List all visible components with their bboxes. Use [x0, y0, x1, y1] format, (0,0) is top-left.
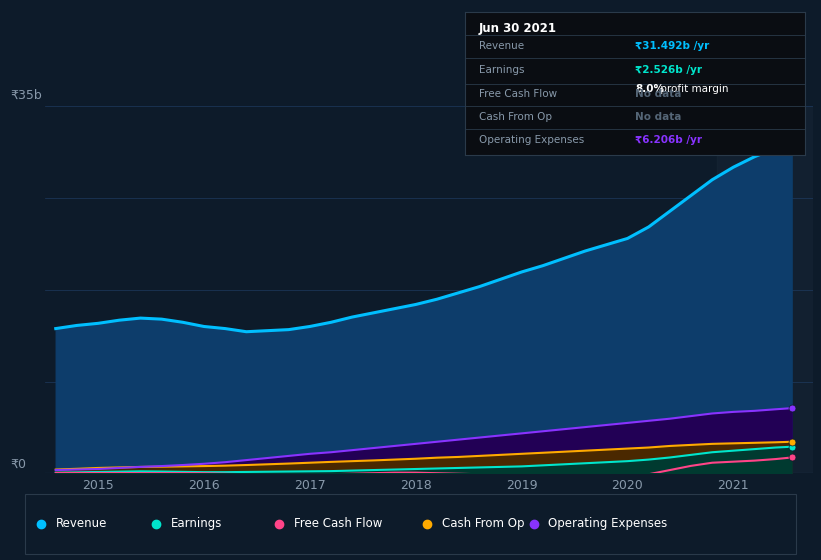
Text: No data: No data	[635, 89, 681, 99]
Text: ₹2.526b /yr: ₹2.526b /yr	[635, 65, 702, 75]
Text: Cash From Op: Cash From Op	[479, 112, 552, 122]
Text: Revenue: Revenue	[479, 41, 524, 50]
Text: Revenue: Revenue	[56, 517, 108, 530]
Text: Earnings: Earnings	[479, 65, 524, 75]
Text: 8.0%: 8.0%	[635, 83, 664, 94]
Text: Operating Expenses: Operating Expenses	[548, 517, 667, 530]
Text: Operating Expenses: Operating Expenses	[479, 135, 584, 145]
Text: Jun 30 2021: Jun 30 2021	[479, 22, 557, 35]
Text: ₹31.492b /yr: ₹31.492b /yr	[635, 41, 709, 50]
Text: Cash From Op: Cash From Op	[442, 517, 524, 530]
Text: Earnings: Earnings	[171, 517, 222, 530]
Bar	[718, 106, 813, 473]
Text: profit margin: profit margin	[657, 83, 728, 94]
Text: ₹0: ₹0	[11, 458, 26, 472]
Text: Free Cash Flow: Free Cash Flow	[294, 517, 383, 530]
Text: Free Cash Flow: Free Cash Flow	[479, 89, 557, 99]
Text: No data: No data	[635, 112, 681, 122]
Text: ₹35b: ₹35b	[11, 88, 43, 102]
Text: ₹6.206b /yr: ₹6.206b /yr	[635, 135, 702, 145]
